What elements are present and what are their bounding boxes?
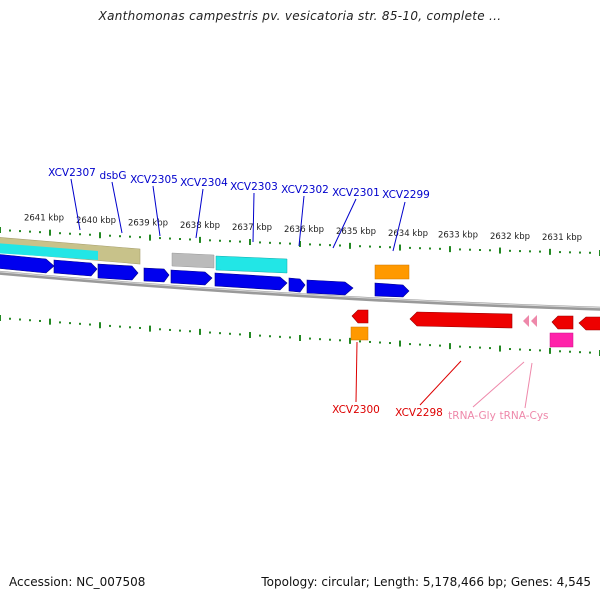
gene-label-xcv2305[interactable]: XCV2305 bbox=[130, 174, 178, 186]
scale-label: 2635 kbp bbox=[336, 227, 376, 237]
leader-line bbox=[252, 192, 255, 243]
scale-label: 2637 kbp bbox=[232, 223, 272, 233]
genome-backbone bbox=[0, 270, 600, 311]
scale-label: 2639 kbp bbox=[128, 219, 168, 229]
scale-label: 2634 kbp bbox=[388, 229, 428, 239]
gene-arrow[interactable] bbox=[409, 311, 513, 329]
plus-gene-labels: XCV2307 dsbG XCV2305 XCV2304 XCV2303 XCV… bbox=[48, 167, 430, 201]
upper-scale-ticks bbox=[0, 227, 600, 256]
gene-arrow[interactable] bbox=[306, 279, 354, 296]
gene-arrow[interactable] bbox=[374, 282, 410, 298]
orange-feature-block[interactable] bbox=[374, 264, 410, 280]
scale-label: 2633 kbp bbox=[438, 230, 478, 240]
gene-arrow[interactable] bbox=[578, 316, 600, 331]
plus-strand-genes bbox=[0, 254, 410, 298]
cyan-feature-block[interactable] bbox=[215, 255, 288, 274]
gene-label-xcv2307[interactable]: XCV2307 bbox=[48, 167, 96, 179]
leader-line bbox=[195, 188, 204, 239]
gene-arrow[interactable] bbox=[351, 309, 369, 324]
accession-text: Accession: NC_007508 bbox=[9, 575, 146, 589]
leader-line bbox=[152, 185, 161, 237]
pink-feature-block[interactable] bbox=[549, 332, 574, 348]
gene-label-trna-cys[interactable]: tRNA-Cys bbox=[499, 410, 548, 422]
minus-gene-labels: XCV2300 XCV2298 tRNA-Gly tRNA-Cys bbox=[332, 404, 548, 422]
gene-label-xcv2300[interactable]: XCV2300 bbox=[332, 404, 380, 416]
map-title: Xanthomonas campestris pv. vesicatoria s… bbox=[98, 9, 502, 23]
leader-line bbox=[298, 195, 305, 247]
gene-arrow[interactable] bbox=[143, 267, 170, 283]
scale-label: 2631 kbp bbox=[542, 233, 582, 243]
scale-label: 2640 kbp bbox=[76, 216, 116, 226]
gene-arrow[interactable] bbox=[53, 259, 98, 277]
plus-label-leaders bbox=[70, 178, 406, 252]
feature-track-upper bbox=[0, 237, 410, 280]
gene-label-xcv2298[interactable]: XCV2298 bbox=[395, 407, 443, 419]
gene-arrow[interactable] bbox=[551, 315, 574, 330]
gene-label-xcv2301[interactable]: XCV2301 bbox=[332, 187, 380, 199]
leader-line bbox=[355, 341, 358, 403]
gene-label-xcv2304[interactable]: XCV2304 bbox=[180, 177, 228, 189]
scale-label: 2632 kbp bbox=[490, 232, 530, 242]
gene-label-trna-gly[interactable]: tRNA-Gly bbox=[448, 410, 496, 422]
gene-arrow[interactable] bbox=[0, 254, 55, 274]
leader-line bbox=[332, 198, 357, 249]
scale-label: 2641 kbp bbox=[24, 213, 64, 223]
leader-line bbox=[419, 360, 462, 406]
gray-feature-block[interactable] bbox=[171, 252, 215, 269]
gene-label-xcv2302[interactable]: XCV2302 bbox=[281, 184, 329, 196]
minus-strand-genes bbox=[350, 309, 600, 348]
gene-arrow[interactable] bbox=[170, 269, 213, 286]
gene-arrow[interactable] bbox=[214, 272, 288, 291]
gene-arrow[interactable] bbox=[97, 263, 139, 281]
gene-label-xcv2299[interactable]: XCV2299 bbox=[382, 189, 430, 201]
genome-summary-text: Topology: circular; Length: 5,178,466 bp… bbox=[261, 575, 591, 589]
leader-line bbox=[70, 178, 81, 231]
gene-arrow[interactable] bbox=[288, 277, 306, 293]
leader-line bbox=[392, 201, 406, 252]
trna-arrow[interactable] bbox=[523, 315, 529, 327]
cyan-feature-block[interactable] bbox=[0, 243, 98, 260]
scale-label: 2636 kbp bbox=[284, 225, 324, 235]
gene-label-xcv2303[interactable]: XCV2303 bbox=[230, 181, 278, 193]
leader-line bbox=[524, 362, 533, 409]
orange-feature-block[interactable] bbox=[350, 326, 369, 341]
lower-scale-ticks bbox=[0, 315, 600, 356]
gene-label-dsbg[interactable]: dsbG bbox=[100, 170, 127, 182]
leader-line bbox=[472, 361, 525, 408]
scale-label: 2638 kbp bbox=[180, 221, 220, 231]
minus-label-leaders bbox=[355, 341, 533, 409]
trna-arrow[interactable] bbox=[531, 315, 537, 327]
genome-backbone-highlight bbox=[0, 271, 600, 309]
leader-line bbox=[111, 181, 123, 234]
scale-labels: 2641 kbp 2640 kbp 2639 kbp 2638 kbp 2637 kbp… bbox=[24, 213, 582, 243]
